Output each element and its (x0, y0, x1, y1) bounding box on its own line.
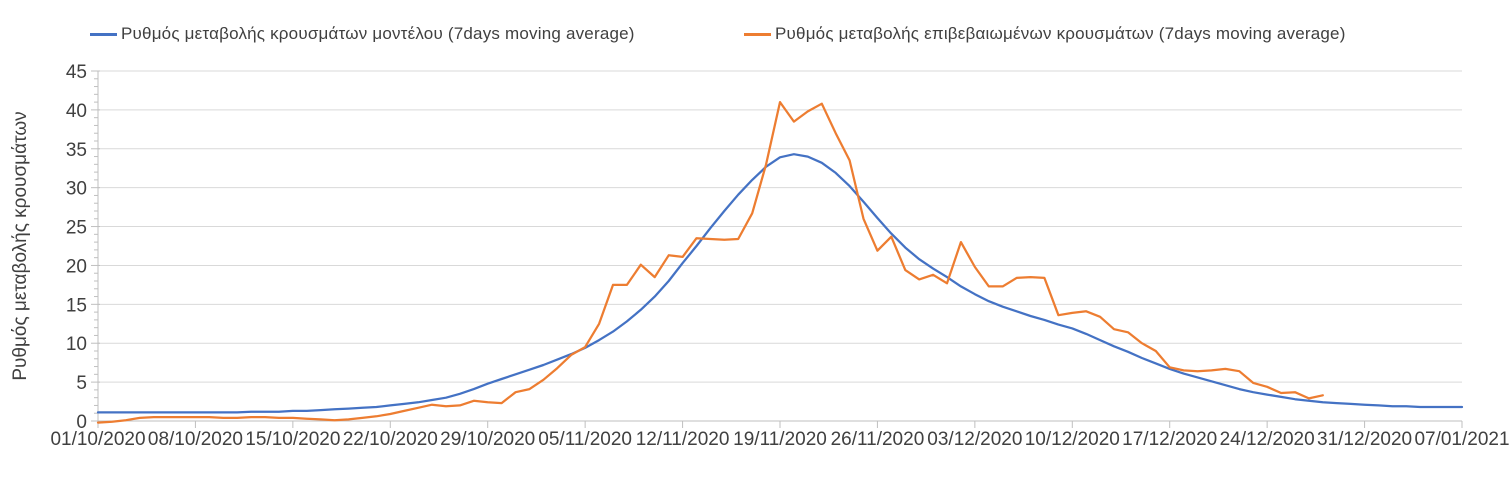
x-tick-label: 12/11/2020 (636, 429, 730, 450)
x-tick-label: 15/10/2020 (245, 429, 340, 450)
series-line-model (96, 153, 1464, 414)
legend-item-model: Ρυθμός μεταβολής κρουσμάτων μοντέλου (7d… (90, 24, 635, 44)
x-tick-label: 08/10/2020 (148, 429, 243, 450)
series-line-confirmed (96, 100, 1324, 424)
x-tick-label: 31/12/2020 (1317, 429, 1412, 450)
x-tick-label: 29/10/2020 (440, 429, 535, 450)
x-tick-label: 22/10/2020 (343, 429, 438, 450)
legend-item-confirmed: Ρυθμός μεταβολής επιβεβαιωμένων κρουσμάτ… (744, 24, 1346, 44)
x-tick-label: 03/12/2020 (927, 429, 1022, 450)
y-axis-title: Ρυθμός μεταβολής κρουσμάτων (10, 111, 31, 381)
y-tick-label: 0 (76, 412, 87, 433)
x-tick-label: 10/12/2020 (1025, 429, 1120, 450)
x-tick-label: 01/10/2020 (50, 429, 145, 450)
y-tick-label: 10 (66, 334, 87, 355)
legend-line-swatch-confirmed (744, 32, 771, 36)
x-tick-label: 17/12/2020 (1122, 429, 1217, 450)
y-tick-label: 40 (66, 101, 87, 122)
legend-label-confirmed: Ρυθμός μεταβολής επιβεβαιωμένων κρουσμάτ… (775, 24, 1346, 43)
y-tick-label: 20 (66, 256, 87, 277)
x-tick-label: 24/12/2020 (1220, 429, 1315, 450)
x-tick-label: 07/01/2021 (1414, 429, 1509, 450)
legend-label-model: Ρυθμός μεταβολής κρουσμάτων μοντέλου (7d… (121, 24, 635, 43)
y-tick-label: 30 (66, 179, 87, 200)
legend-line-swatch-model (90, 32, 117, 36)
y-tick-label: 45 (66, 62, 87, 83)
x-tick-label: 26/11/2020 (831, 429, 925, 450)
x-tick-label: 19/11/2020 (733, 429, 827, 450)
x-tick-label: 05/11/2020 (538, 429, 632, 450)
chart-legend: Ρυθμός μεταβολής κρουσμάτων μοντέλου (7d… (0, 0, 1510, 50)
y-tick-label: 15 (66, 295, 87, 316)
y-tick-label: 35 (66, 140, 87, 161)
y-tick-label: 25 (66, 218, 87, 239)
y-tick-label: 5 (76, 373, 87, 394)
